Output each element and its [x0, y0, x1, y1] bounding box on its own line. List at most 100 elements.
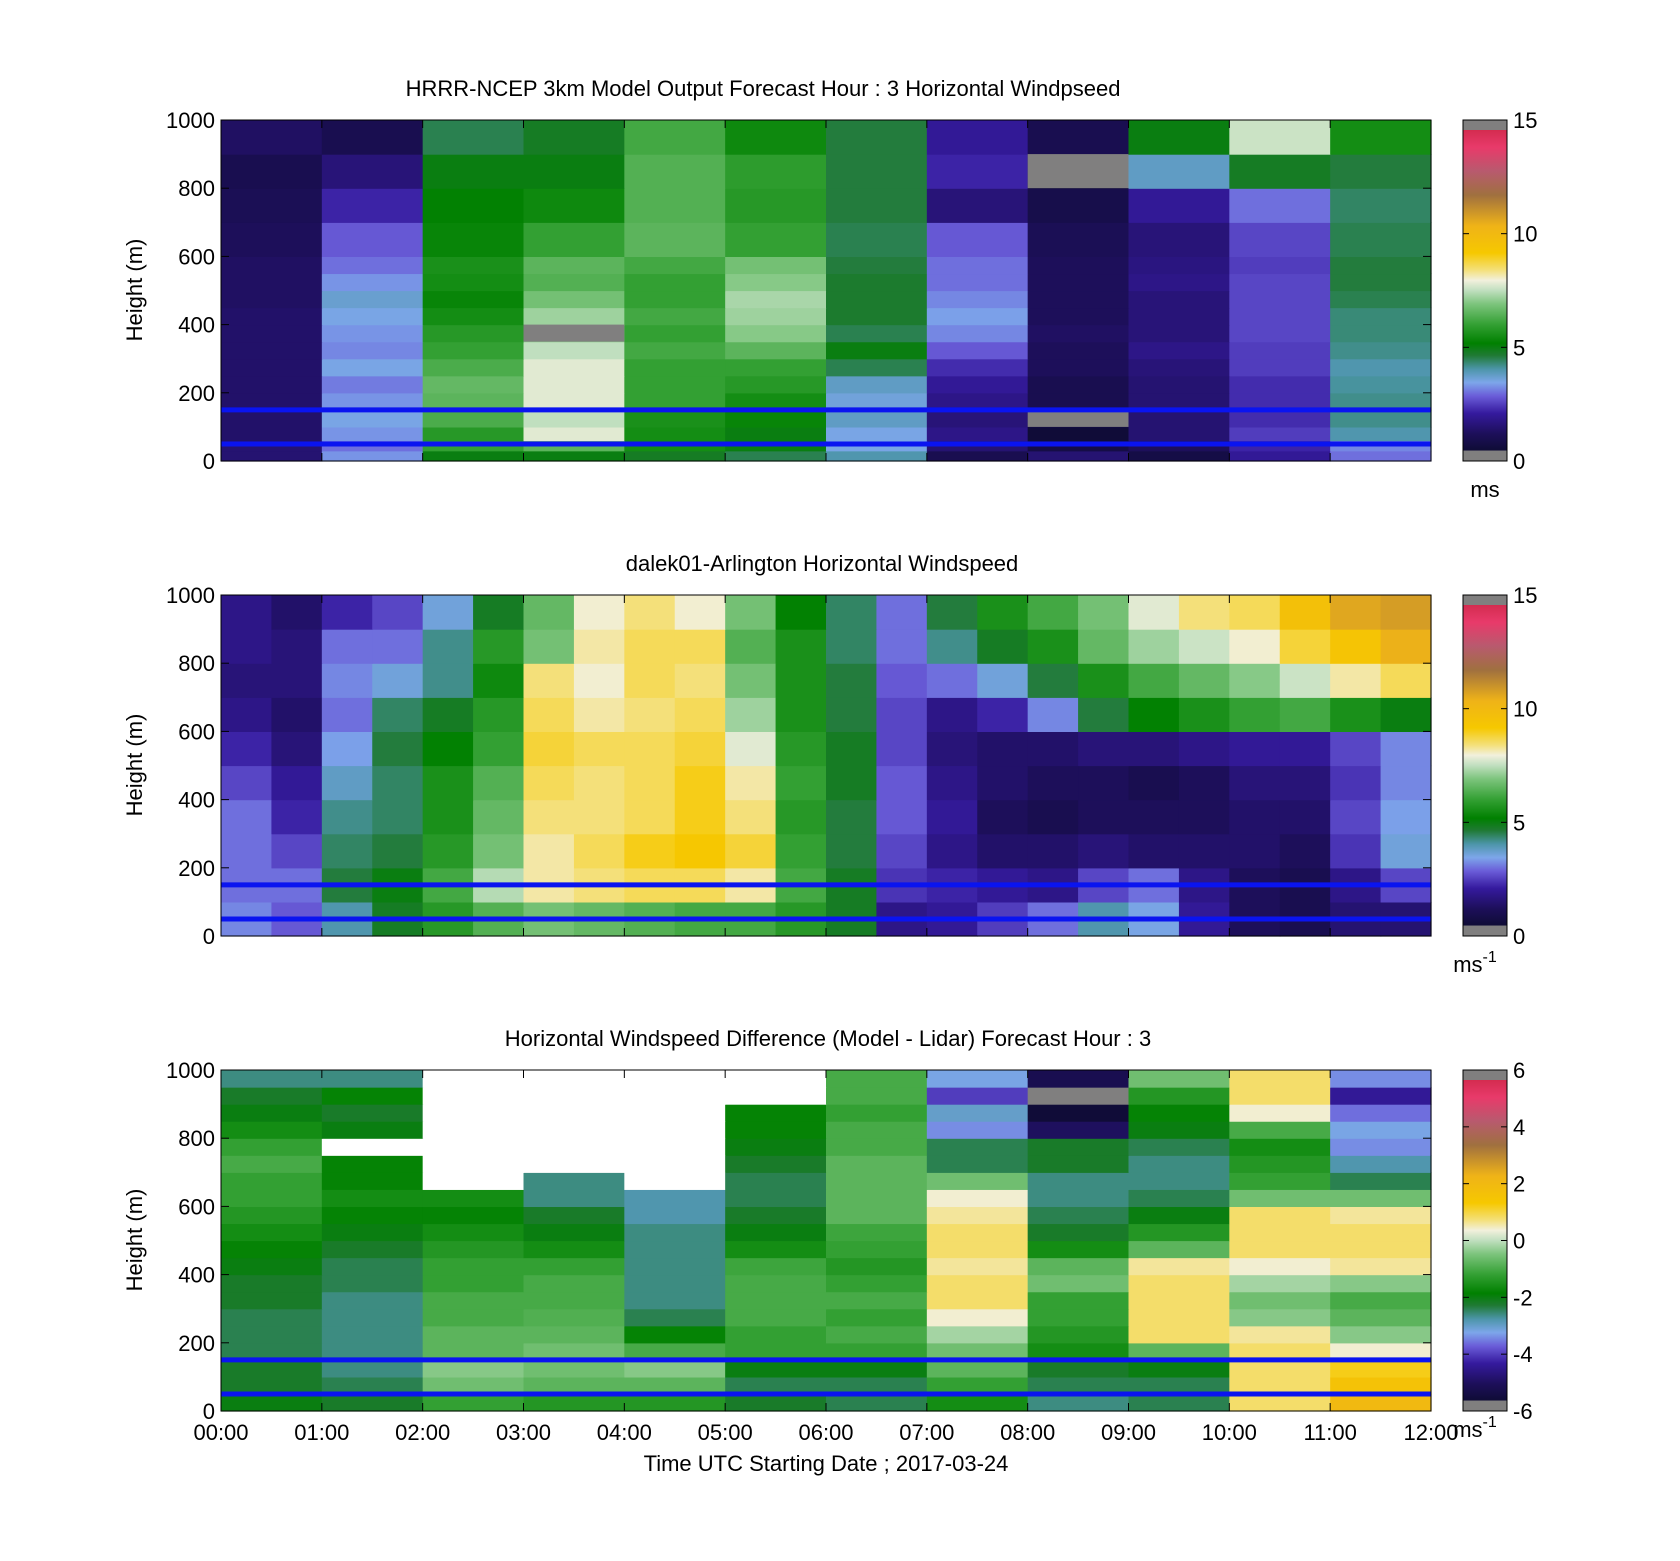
heatmap-cell — [422, 375, 525, 394]
heatmap-cell — [1229, 1104, 1331, 1122]
heatmap-cell — [321, 1121, 424, 1139]
y-tick-label: 400 — [178, 1263, 215, 1288]
heatmap-cell — [674, 663, 726, 698]
heatmap-cell — [573, 731, 625, 767]
heatmap-cell — [1229, 392, 1331, 411]
heatmap-cell — [1229, 697, 1281, 732]
heatmap-cell — [523, 188, 625, 223]
heatmap-cell — [473, 731, 525, 767]
heatmap-cell — [826, 1223, 928, 1242]
heatmap-cell — [1128, 1240, 1230, 1259]
heatmap-cell — [1128, 1206, 1230, 1225]
heatmap-cell — [725, 833, 777, 869]
heatmap-cell — [422, 1155, 525, 1173]
heatmap-cell — [372, 799, 424, 835]
heatmap-cell — [422, 1325, 525, 1344]
heatmap-cell — [1128, 1189, 1230, 1207]
heatmap-cell — [221, 1274, 323, 1293]
y-tick-label: 800 — [178, 1126, 215, 1151]
heatmap-cell — [573, 697, 625, 732]
heatmap-cell — [725, 120, 827, 155]
heatmap-cell — [1027, 188, 1130, 223]
panel-model-cells — [221, 120, 1432, 462]
heatmap-cell — [1380, 731, 1432, 767]
heatmap-cell — [826, 1104, 928, 1122]
heatmap-cell — [422, 833, 474, 869]
panel-diff-reflines — [221, 1357, 1431, 1397]
heatmap-cell — [473, 697, 525, 732]
heatmap-cell — [1380, 629, 1432, 664]
heatmap-cell — [624, 1393, 726, 1412]
heatmap-cell — [1128, 222, 1230, 257]
heatmap-cell — [926, 324, 1029, 343]
heatmap-cell — [624, 392, 726, 411]
heatmap-cell — [926, 290, 1029, 309]
heatmap-cell — [624, 324, 726, 343]
heatmap-cell — [1330, 1206, 1432, 1225]
heatmap-cell — [321, 120, 424, 155]
heatmap-cell — [725, 358, 827, 377]
heatmap-cell — [321, 1376, 424, 1395]
heatmap-cell — [1027, 1189, 1130, 1207]
heatmap-cell — [826, 1121, 928, 1139]
heatmap-cell — [321, 663, 373, 698]
heatmap-cell — [624, 307, 726, 326]
heatmap-cell — [221, 1240, 323, 1259]
heatmap-cell — [321, 358, 424, 377]
panel-lidar-title: dalek01-Arlington Horizontal Windspeed — [626, 551, 1019, 576]
heatmap-cell — [422, 273, 525, 292]
colorbar-tick-label: 10 — [1513, 697, 1537, 722]
heatmap-cell — [1229, 1138, 1331, 1156]
heatmap-cell — [1027, 120, 1130, 155]
heatmap-cell — [725, 273, 827, 292]
heatmap-cell — [1128, 1155, 1230, 1173]
panel-lidar-reflines — [221, 882, 1431, 922]
heatmap-cell — [321, 1257, 424, 1276]
heatmap-cell — [321, 1087, 424, 1105]
heatmap-cell — [523, 392, 625, 411]
heatmap-cell — [422, 1121, 525, 1139]
heatmap-cell — [826, 426, 928, 442]
heatmap-cell — [1027, 1223, 1130, 1242]
heatmap-cell — [725, 222, 827, 257]
heatmap-cell — [775, 731, 827, 767]
heatmap-cell — [1279, 663, 1331, 698]
y-tick-label: 1000 — [166, 583, 215, 608]
heatmap-cell — [321, 595, 373, 630]
heatmap-cell — [1330, 256, 1432, 275]
heatmap-cell — [1330, 1138, 1432, 1156]
heatmap-cell — [1229, 1342, 1331, 1361]
heatmap-cell — [725, 1359, 827, 1378]
heatmap-cell — [826, 1172, 928, 1190]
colorbar-unit: ms-1 — [1453, 1414, 1497, 1442]
heatmap-cell — [321, 1240, 424, 1259]
heatmap-cell — [271, 765, 323, 801]
heatmap-cell — [926, 799, 978, 835]
heatmap-cell — [321, 1274, 424, 1293]
heatmap-cell — [725, 1376, 827, 1395]
heatmap-cell — [523, 120, 625, 155]
heatmap-cell — [221, 799, 273, 835]
heatmap-cell — [1380, 595, 1432, 630]
heatmap-cell — [725, 1155, 827, 1173]
y-tick-label: 600 — [178, 244, 215, 269]
heatmap-cell — [826, 1257, 928, 1276]
heatmap-cell — [1027, 1104, 1130, 1122]
heatmap-cell — [926, 273, 1029, 292]
colorbar-tick-label: 6 — [1513, 1058, 1525, 1083]
heatmap-cell — [725, 1172, 827, 1190]
x-axis-tick-labels: 00:00 01:00 02:00 03:00 04:00 05:00 06:00 07:00… — [193, 1420, 1458, 1445]
colorbar-tick-label: 5 — [1513, 335, 1525, 360]
heatmap-cell — [1027, 324, 1130, 343]
colorbar-unit: ms-1 — [1453, 949, 1497, 977]
heatmap-cell — [725, 1257, 827, 1276]
heatmap-cell — [1128, 426, 1230, 442]
heatmap-cell — [221, 663, 273, 698]
heatmap-cell — [523, 1376, 625, 1395]
heatmap-cell — [221, 697, 273, 732]
heatmap-cell — [826, 1087, 928, 1105]
heatmap-cell — [1279, 595, 1331, 630]
heatmap-cell — [321, 375, 424, 394]
heatmap-cell — [1229, 1189, 1331, 1207]
